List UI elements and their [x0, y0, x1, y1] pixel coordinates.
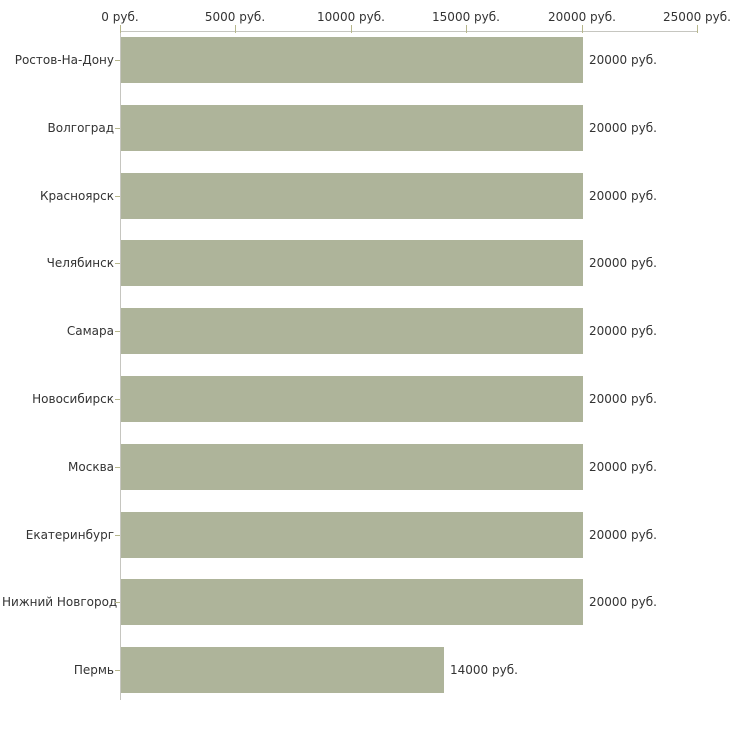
x-tick-mark: [235, 25, 236, 33]
x-tick-label: 15000 руб.: [432, 10, 500, 24]
y-axis-line: [120, 31, 121, 700]
category-label: Челябинск: [46, 256, 114, 270]
value-label: 14000 руб.: [450, 663, 518, 677]
category-label: Нижний Новгород: [2, 595, 118, 609]
category-tick-mark: [115, 535, 120, 536]
bar: [121, 37, 583, 83]
value-label: 20000 руб.: [589, 53, 657, 67]
category-tick-mark: [115, 331, 120, 332]
x-tick-label: 20000 руб.: [548, 10, 616, 24]
bar: [121, 647, 444, 693]
bar: [121, 579, 583, 625]
category-label: Москва: [68, 460, 114, 474]
x-tick-label: 0 руб.: [101, 10, 139, 24]
bar: [121, 376, 583, 422]
x-tick-label: 10000 руб.: [317, 10, 385, 24]
value-label: 20000 руб.: [589, 460, 657, 474]
category-label: Волгоград: [47, 121, 114, 135]
x-axis-line: [120, 31, 698, 32]
value-label: 20000 руб.: [589, 324, 657, 338]
value-label: 20000 руб.: [589, 256, 657, 270]
x-tick-mark: [466, 25, 467, 33]
bar: [121, 240, 583, 286]
category-tick-mark: [115, 467, 120, 468]
category-label: Екатеринбург: [25, 528, 114, 542]
category-label: Ростов-На-Дону: [14, 53, 114, 67]
value-label: 20000 руб.: [589, 595, 657, 609]
category-tick-mark: [115, 60, 120, 61]
value-label: 20000 руб.: [589, 189, 657, 203]
bar: [121, 512, 583, 558]
value-label: 20000 руб.: [589, 528, 657, 542]
bar: [121, 308, 583, 354]
category-tick-mark: [115, 128, 120, 129]
bar: [121, 444, 583, 490]
bar: [121, 173, 583, 219]
category-tick-mark: [115, 196, 120, 197]
x-tick-mark: [582, 25, 583, 33]
x-tick-label: 25000 руб.: [663, 10, 730, 24]
category-tick-mark: [115, 263, 120, 264]
category-label: Пермь: [73, 663, 114, 677]
category-label: Красноярск: [40, 189, 114, 203]
category-label: Новосибирск: [32, 392, 114, 406]
x-tick-label: 5000 руб.: [204, 10, 266, 24]
x-tick-mark: [697, 25, 698, 33]
category-label: Самара: [66, 324, 114, 338]
x-tick-mark: [351, 25, 352, 33]
category-tick-mark: [115, 399, 120, 400]
value-label: 20000 руб.: [589, 392, 657, 406]
category-tick-mark: [115, 670, 120, 671]
bar: [121, 105, 583, 151]
x-tick-mark: [120, 25, 121, 33]
category-tick-mark: [115, 602, 120, 603]
value-label: 20000 руб.: [589, 121, 657, 135]
